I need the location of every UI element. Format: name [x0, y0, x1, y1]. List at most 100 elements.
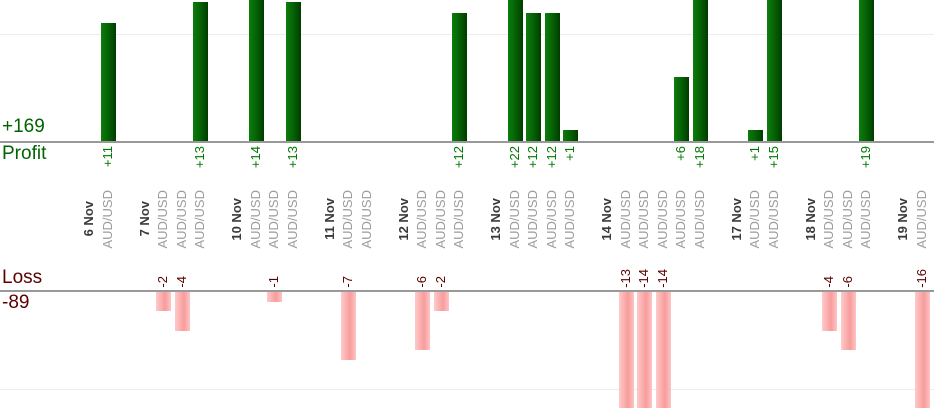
profit-value-label-text: +19: [858, 146, 874, 169]
profit-value-label: +12: [451, 146, 469, 226]
profit-bar: [692, 0, 708, 141]
profit-value-label-text: +22: [506, 146, 522, 169]
profit-value-label: +19: [858, 146, 876, 226]
loss-value-label: -13: [617, 206, 635, 288]
profit-bar: [859, 0, 874, 141]
profit-bar: [452, 12, 467, 141]
profit-bar: [285, 1, 301, 141]
profit-bar: [544, 12, 560, 141]
loss-value-label-text: -4: [821, 276, 837, 288]
date-label: 6 Nov: [81, 184, 99, 254]
profit-value-label: +11: [99, 146, 117, 226]
loss-bar: [433, 292, 449, 312]
date-label: 19 Nov: [895, 184, 913, 254]
profit-bar: [526, 12, 541, 141]
loss-value-label-text: -4: [173, 276, 189, 288]
profit-value-label: +1: [747, 146, 765, 226]
loss-bar: [341, 292, 356, 360]
date-label: 13 Nov: [488, 184, 506, 254]
loss-value-label-text: -6: [839, 276, 855, 288]
profit-bar: [248, 0, 264, 141]
profit-gridline: [0, 34, 934, 35]
profit-bar: [674, 76, 689, 141]
date-label: 18 Nov: [802, 184, 820, 254]
loss-gridline: [0, 389, 934, 390]
profit-bar: [766, 0, 782, 141]
date-label-text: 17 Nov: [728, 197, 744, 241]
loss-bar: [267, 292, 282, 302]
profit-value-label: +22: [506, 146, 524, 226]
profit-value-label: +18: [691, 146, 709, 226]
symbol-label: AUD/USD: [358, 184, 376, 254]
loss-value-label: -16: [913, 206, 931, 288]
date-label-text: 7 Nov: [136, 201, 152, 237]
profit-bar: [507, 0, 523, 141]
profit-value-label: +13: [284, 146, 302, 226]
date-label-text: 13 Nov: [488, 197, 504, 241]
profit-value-label: +13: [192, 146, 210, 226]
profit-value-label-text: +1: [562, 146, 578, 161]
profit-value-label-text: +15: [765, 146, 781, 169]
date-label: 10 Nov: [229, 184, 247, 254]
profit-axis-title: Profit: [2, 143, 47, 164]
date-label-text: 10 Nov: [229, 197, 245, 241]
loss-value-label: -14: [636, 206, 654, 288]
date-label: 14 Nov: [599, 184, 617, 254]
loss-value-label-text: -2: [432, 276, 448, 288]
loss-value-label: -2: [432, 206, 450, 288]
loss-total-label: -89: [2, 292, 30, 313]
profit-value-label-text: +13: [192, 146, 208, 169]
date-label: 12 Nov: [395, 184, 413, 254]
profit-value-label: +6: [673, 146, 691, 226]
loss-bar: [822, 292, 837, 331]
loss-value-label: -4: [173, 206, 191, 288]
profit-value-label-text: +6: [673, 146, 689, 161]
loss-bar: [840, 292, 856, 351]
date-label: 11 Nov: [321, 184, 339, 254]
profit-value-label: +12: [525, 146, 543, 226]
loss-axis-title: Loss: [2, 267, 43, 288]
loss-plot-area: [0, 292, 934, 408]
date-label: 7 Nov: [136, 184, 154, 254]
date-label-text: 19 Nov: [895, 197, 911, 241]
profit-value-label: +14: [247, 146, 265, 226]
loss-value-label: -7: [340, 206, 358, 288]
profit-value-label: +12: [543, 146, 561, 226]
date-label-text: 11 Nov: [321, 198, 337, 240]
loss-bar: [174, 292, 190, 331]
loss-value-label: -6: [414, 206, 432, 288]
loss-value-label: -2: [155, 206, 173, 288]
loss-bar: [156, 292, 171, 312]
loss-value-label: -1: [266, 206, 284, 288]
profit-bar: [100, 23, 116, 141]
loss-value-label: -6: [839, 206, 857, 288]
profit-value-label-text: +18: [691, 146, 707, 169]
loss-bar: [655, 292, 671, 408]
symbol-label-text: AUD/USD: [358, 189, 374, 249]
loss-value-label-text: -1: [266, 276, 282, 288]
loss-value-label-text: -2: [155, 276, 171, 288]
loss-bar: [914, 292, 930, 408]
loss-bar: [415, 292, 430, 351]
loss-value-label: -14: [654, 206, 672, 288]
loss-value-label: -4: [821, 206, 839, 288]
date-label-text: 14 Nov: [599, 197, 615, 241]
profit-value-label-text: +13: [284, 146, 300, 169]
loss-value-label-text: -7: [340, 276, 356, 288]
loss-bar: [637, 292, 652, 408]
date-label-text: 12 Nov: [395, 197, 411, 241]
profit-bar: [193, 1, 208, 141]
profit-value-label: +1: [562, 146, 580, 226]
profit-value-label: +15: [765, 146, 783, 226]
date-label: 17 Nov: [728, 184, 746, 254]
profit-value-label-text: +12: [543, 146, 559, 169]
profit-axis-line: [0, 141, 934, 143]
profit-bar: [748, 130, 763, 141]
loss-value-label-text: -14: [654, 269, 670, 288]
profit-value-label-text: +11: [99, 146, 115, 168]
loss-value-label-text: -14: [636, 269, 652, 288]
profit-value-label-text: +12: [525, 146, 541, 169]
profit-value-label-text: +14: [247, 146, 263, 169]
loss-axis-line: [0, 290, 934, 292]
